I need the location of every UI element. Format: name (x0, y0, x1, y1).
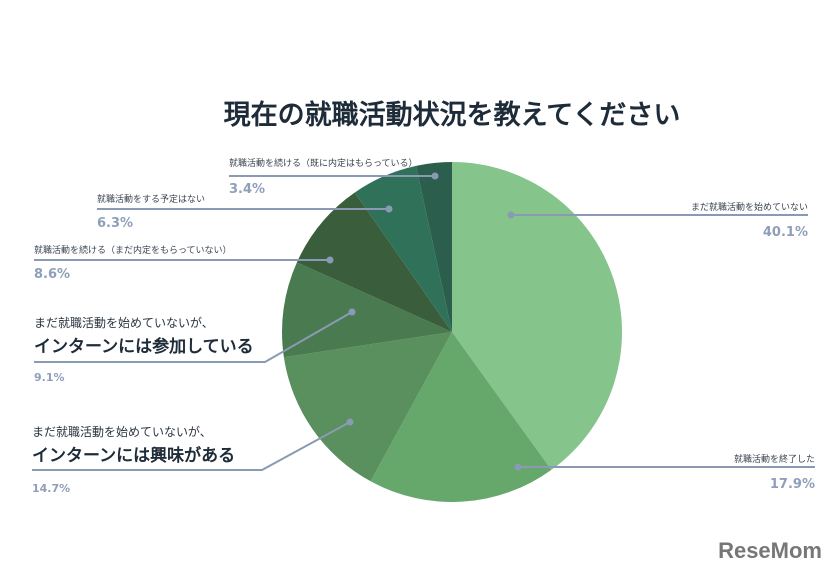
slice-pct-3: 9.1% (34, 371, 65, 384)
leader-dot-4 (326, 256, 334, 264)
slice-label-3-line2: インターンには参加している (34, 336, 254, 357)
pie-slice-2 (283, 332, 452, 482)
slice-label-5: 就職活動をする予定はない (97, 193, 205, 205)
pie-slice-0 (452, 162, 622, 470)
slice-label-2-line2: インターンには興味がある (32, 445, 235, 466)
leader-dot-3 (348, 308, 356, 316)
slice-pct-5: 6.3% (97, 216, 133, 231)
slice-label-0: まだ就職活動を始めていない (691, 201, 808, 213)
leader-dot-0 (507, 211, 515, 219)
leader-line-2 (32, 421, 351, 471)
chart-title: 現在の就職活動状況を教えてください (224, 100, 681, 131)
leader-dot-1 (514, 463, 522, 471)
slice-label-1: 就職活動を終了した (734, 453, 815, 465)
leader-dot-2 (346, 418, 354, 426)
slice-pct-4: 8.6% (34, 267, 70, 282)
resemom-logo: ReseMom (718, 538, 822, 563)
slice-label-3-line1: まだ就職活動を始めていないが、 (34, 315, 214, 330)
slice-pct-0: 40.1% (763, 225, 808, 240)
pie-slice-4 (296, 192, 452, 332)
pie-slice-6 (415, 162, 452, 332)
leader-dot-6 (431, 172, 439, 180)
pie-slice-1 (370, 332, 552, 503)
leader-dot-5 (385, 205, 393, 213)
slice-label-6: 就職活動を続ける（既に内定はもらっている） (229, 157, 418, 169)
slice-pct-2: 14.7% (32, 482, 70, 495)
slice-label-4: 就職活動を続ける（まだ内定をもらっていない） (34, 244, 232, 256)
leader-line-3 (34, 311, 353, 363)
pie-slice-3 (282, 262, 452, 358)
slice-pct-6: 3.4% (229, 182, 265, 197)
pie-slice-5 (354, 165, 452, 332)
slice-label-2-line1: まだ就職活動を始めていないが、 (32, 424, 212, 439)
slice-pct-1: 17.9% (770, 477, 815, 492)
